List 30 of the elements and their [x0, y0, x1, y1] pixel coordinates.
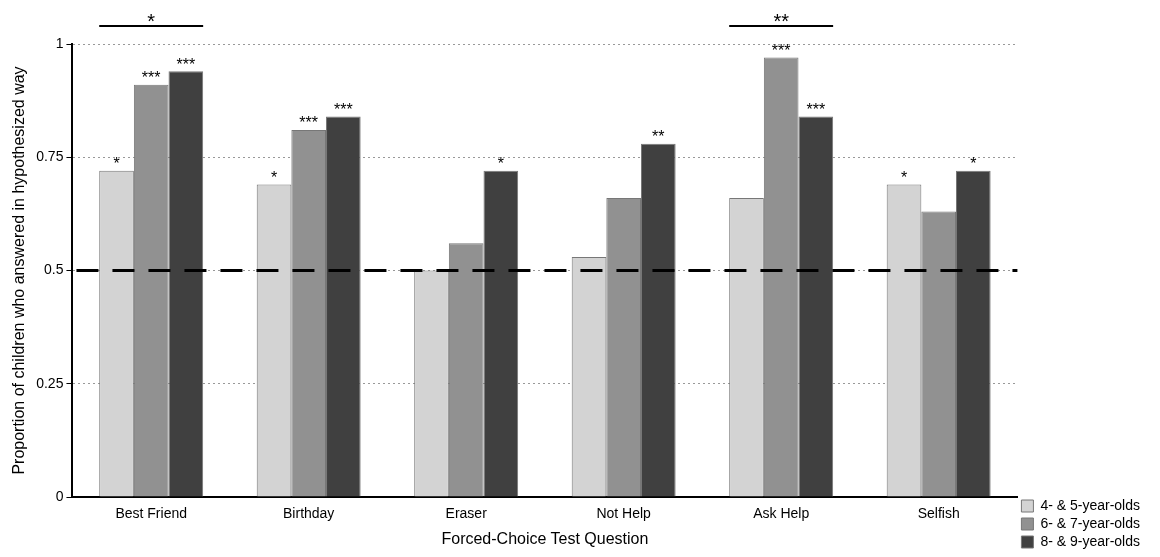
data-label: *** [141, 69, 161, 87]
data-label: * [900, 168, 908, 186]
data-label: * [497, 155, 504, 173]
data-label: * [970, 155, 977, 173]
x-tick-label: Birthday [283, 505, 335, 522]
data-label: *** [176, 55, 196, 73]
y-tick-label: 0 [55, 487, 64, 504]
data-label: *** [771, 42, 791, 59]
legend-label: 4- & 5-year-olds [1040, 496, 1140, 513]
text: * [147, 9, 156, 32]
y-tick-label: 0.75 [36, 148, 64, 165]
x-tick-label: Ask Help [753, 505, 810, 522]
y-tick-label: 1 [55, 34, 64, 51]
data-label: * [113, 155, 120, 173]
text: ** [773, 9, 790, 32]
x-tick-label: Not Help [596, 505, 652, 522]
y-tick-label: 0.25 [36, 374, 64, 391]
x-axis-title: Forced-Choice Test Question [441, 529, 649, 547]
x-tick-label: Best Friend [115, 505, 187, 522]
legend-label: 8- & 9-year-olds [1040, 532, 1140, 549]
x-tick-label: Eraser [445, 505, 488, 522]
data-label: ** [652, 128, 665, 146]
y-tick-label: 0.5 [43, 261, 64, 278]
data-label: *** [806, 100, 826, 118]
data-label: *** [299, 114, 319, 132]
y-axis-title: Proportion of children who answered in hypothesized way [10, 66, 28, 475]
x-tick-label: Selfish [917, 505, 960, 522]
data-label: * [270, 168, 278, 186]
data-label: *** [333, 100, 353, 118]
legend-label: 6- & 7-year-olds [1040, 514, 1140, 531]
